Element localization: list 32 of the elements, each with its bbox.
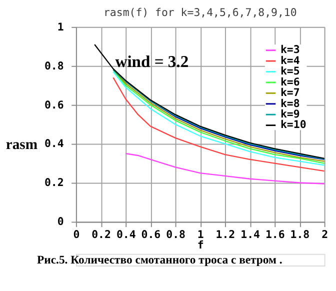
- x-tick-label: 1: [197, 228, 204, 241]
- x-tick-label: 0.2: [92, 228, 111, 241]
- y-tick-label: 0.4: [44, 137, 64, 150]
- legend-label: k=4: [280, 54, 300, 67]
- x-tick-label: 1.8: [290, 228, 310, 241]
- legend-label: k=10: [280, 118, 306, 132]
- y-tick-label: 0.8: [44, 59, 64, 72]
- chart-title: rasm(f) for k=3,4,5,6,7,8,9,10: [103, 6, 297, 20]
- legend-label: k=6: [280, 75, 300, 88]
- annotation: wind = 3.2: [115, 52, 189, 71]
- y-tick-label: 0.6: [44, 98, 64, 112]
- legend-label: k=3: [280, 43, 300, 56]
- line-series: [125, 152, 325, 184]
- legend-label: k=5: [280, 64, 300, 78]
- x-tick-label: 1.4: [240, 228, 260, 241]
- x-tick-label: 0.6: [141, 228, 161, 241]
- x-tick-label: 1.6: [265, 228, 285, 241]
- line-series: [94, 44, 325, 159]
- y-tick-label: 1: [57, 20, 64, 34]
- legend-label: k=8: [280, 96, 300, 110]
- y-axis-title: rasm: [6, 137, 38, 154]
- x-tick-label: 0.8: [166, 228, 186, 241]
- x-tick-label: 1.2: [216, 228, 236, 241]
- x-tick-label: 0: [73, 228, 80, 241]
- x-tick-label: 2: [322, 228, 328, 241]
- legend-label: k=9: [280, 108, 300, 121]
- y-tick-label: 0.2: [44, 176, 64, 190]
- x-axis-title: f: [197, 238, 204, 252]
- legend-label: k=7: [280, 86, 300, 100]
- x-tick-label: 0.4: [116, 228, 136, 241]
- y-tick-label: 0: [57, 215, 64, 228]
- text: Рис.5. Количество смотанного троса с ветром .: [37, 254, 282, 267]
